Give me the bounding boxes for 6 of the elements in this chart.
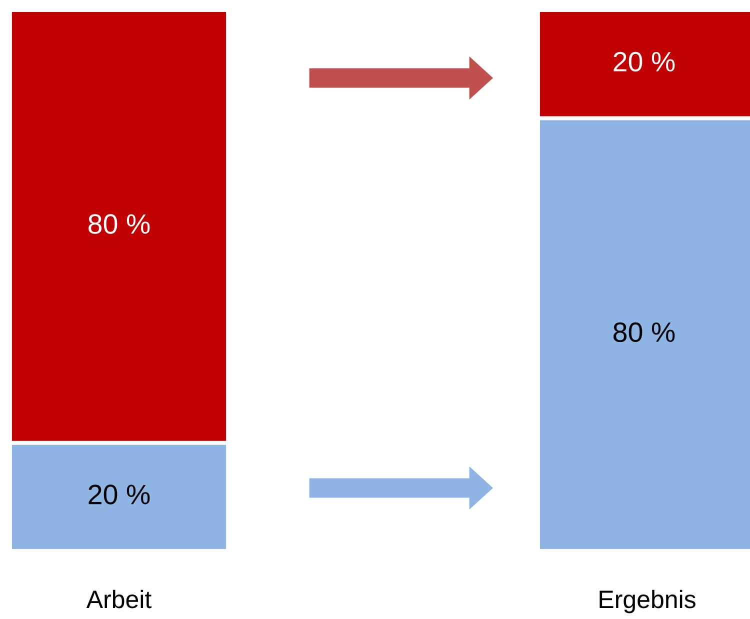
data-label: 20 % (88, 484, 150, 504)
data-label: 80 % (614, 322, 675, 342)
data-label: 20 % (614, 52, 675, 72)
x-tick-label: Arbeit (86, 590, 152, 608)
data-label: 80 % (88, 214, 150, 234)
x-tick-label: Ergebnis (600, 590, 696, 614)
